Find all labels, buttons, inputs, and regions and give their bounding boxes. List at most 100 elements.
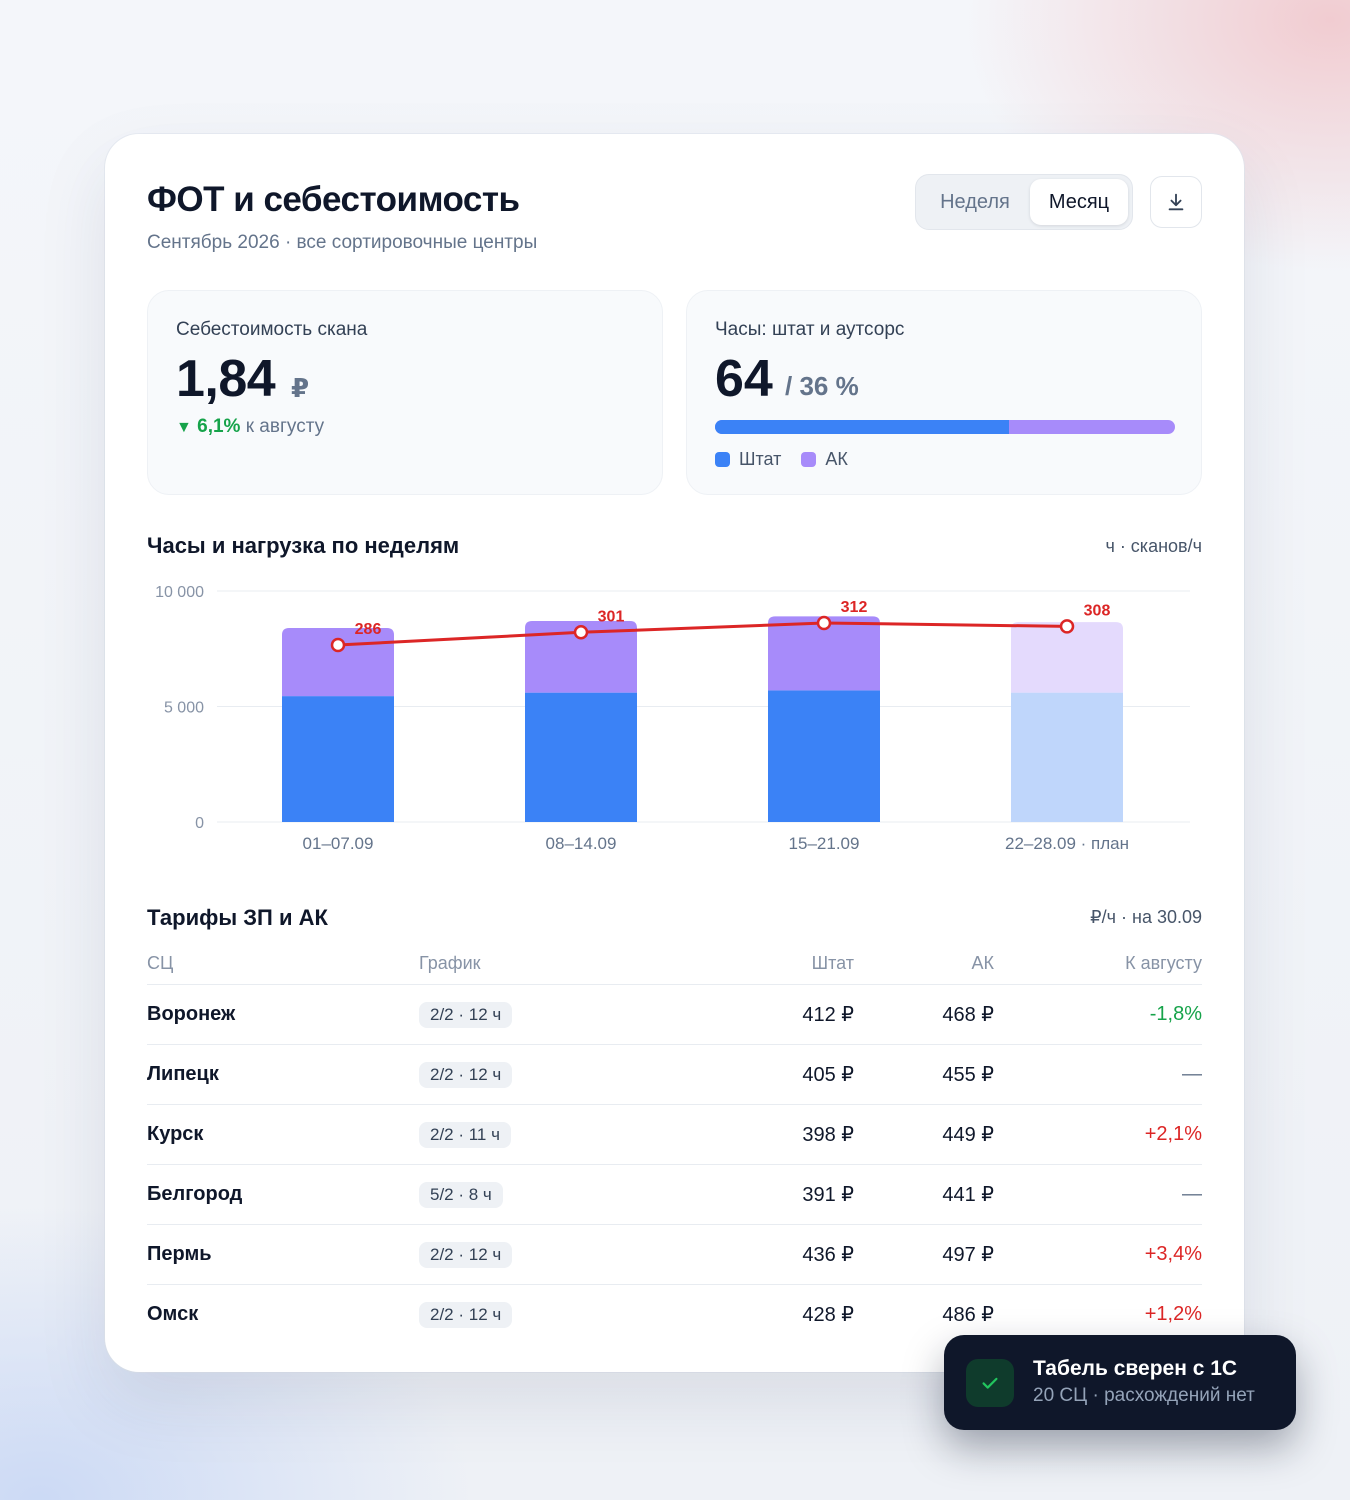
- hours-staff-share: 64: [715, 350, 773, 408]
- row-city: Белгород: [147, 1164, 419, 1225]
- col-header-staff: Штат: [699, 942, 854, 985]
- weekly-chart-title: Часы и нагрузка по неделям: [147, 533, 460, 558]
- schedule-chip: 2/2 · 12 ч: [419, 1061, 513, 1088]
- row-staff-rate: 405 ₽: [699, 1044, 854, 1105]
- line-data-label: 301: [598, 608, 625, 625]
- hours-split-label: Часы: штат и аутсорс: [715, 319, 905, 340]
- bar-ak: [525, 621, 637, 693]
- row-staff-rate: 398 ₽: [699, 1104, 854, 1165]
- row-ak-rate: 449 ₽: [854, 1104, 994, 1165]
- y-tick-label: 0: [195, 815, 204, 832]
- period-switch: Неделя Месяц: [915, 174, 1133, 230]
- x-tick-label: 22–28.09 · план: [1005, 834, 1129, 853]
- page-subtitle: Сентябрь 2026 · все сортировочные центры: [147, 232, 538, 253]
- hours-split-kpi: Часы: штат и аутсорс 64 / 36 % Штат АК: [686, 290, 1202, 495]
- toast-title: Табель сверен с 1С: [1033, 1357, 1238, 1380]
- line-point: [1059, 619, 1075, 634]
- row-staff-rate: 412 ₽: [699, 984, 854, 1045]
- row-ak-rate: 497 ₽: [854, 1224, 994, 1285]
- period-week-button[interactable]: Неделя: [940, 191, 1010, 213]
- line-point: [816, 615, 832, 631]
- tariffs-header-row: СЦ График Штат АК К августу: [147, 942, 1202, 985]
- line-data-label: 286: [355, 621, 382, 638]
- row-staff-rate: 428 ₽: [802, 1304, 854, 1326]
- row-ak-rate: 486 ₽: [942, 1304, 994, 1326]
- table-row[interactable]: Белгород 5/2 · 8 ч 391 ₽ 441 ₽ —: [147, 1164, 1202, 1225]
- col-header-schedule: График: [419, 942, 699, 985]
- row-city: Курск: [147, 1104, 419, 1165]
- row-schedule-cell: 2/2 · 12 ч: [419, 1224, 699, 1285]
- row-schedule-cell: 2/2 · 12 ч: [419, 984, 699, 1045]
- scan-cost-delta: ▼ 6,1% к августу: [176, 416, 324, 438]
- row-schedule-cell: 2/2 · 11 ч: [419, 1104, 699, 1165]
- legend-staff-label: Штат: [739, 449, 782, 469]
- line-point: [330, 637, 346, 653]
- scan-cost-label: Себестоимость скана: [176, 319, 368, 340]
- scan-cost-kpi: Себестоимость скана 1,84 ₽ ▼ 6,1% к авгу…: [147, 290, 663, 495]
- tariffs-unit: ₽/ч · на 30.09: [1090, 907, 1202, 927]
- legend-staff: Штат: [715, 449, 781, 470]
- row-change: +2,1%: [994, 1104, 1202, 1165]
- hours-staff-fill: [715, 420, 1010, 434]
- scan-cost-delta-text: к августу: [245, 416, 325, 437]
- check-icon: [982, 1377, 998, 1389]
- line-point: [573, 625, 589, 640]
- bar-staff: [525, 692, 637, 822]
- legend-ak-swatch: [801, 452, 817, 467]
- row-staff-rate: 391 ₽: [699, 1164, 854, 1225]
- row-city: Пермь: [147, 1224, 419, 1285]
- table-row[interactable]: Курск 2/2 · 11 ч 398 ₽ 449 ₽ +2,1%: [147, 1104, 1202, 1165]
- payroll-cost-card: ФОТ и себестоимость Сентябрь 2026 · все …: [105, 134, 1244, 1372]
- triangle-down-icon: ▼: [176, 419, 192, 436]
- schedule-chip: 5/2 · 8 ч: [419, 1181, 503, 1208]
- schedule-chip: 2/2 · 12 ч: [419, 1301, 513, 1328]
- row-ak-rate: 455 ₽: [854, 1044, 994, 1105]
- table-row[interactable]: Пермь 2/2 · 12 ч 436 ₽ 497 ₽ +3,4%: [147, 1224, 1202, 1285]
- download-icon: [1168, 193, 1184, 211]
- legend-staff-swatch: [715, 452, 730, 467]
- row-change: —: [994, 1044, 1202, 1105]
- y-tick-label: 5 000: [164, 700, 204, 717]
- schedule-chip: 2/2 · 12 ч: [419, 1001, 513, 1028]
- toast-icon-badge: [966, 1359, 1014, 1407]
- row-city: Омск: [147, 1303, 199, 1325]
- y-tick-label: 10 000: [155, 584, 204, 601]
- line-data-label: 312: [841, 599, 868, 616]
- row-change: +1,2%: [1144, 1303, 1202, 1325]
- tariffs-title: Тарифы ЗП и АК: [147, 905, 328, 930]
- tariffs-table: СЦ График Штат АК К августу Воронеж 2/2 …: [147, 942, 1202, 1344]
- period-month-button[interactable]: Месяц: [1030, 179, 1128, 225]
- sync-toast[interactable]: Табель сверен с 1С 20 СЦ · расхождений н…: [944, 1335, 1296, 1430]
- bar-ak: [1011, 622, 1123, 693]
- col-header-change: К августу: [994, 942, 1202, 985]
- x-tick-label: 08–14.09: [546, 834, 617, 853]
- line-series: [337, 621, 1068, 647]
- weekly-hours-chart: 10 000 5 000 0 01–07.09 08–14.09 15–21.09 22–2…: [155, 584, 1190, 853]
- schedule-chip: 2/2 · 12 ч: [419, 1241, 513, 1268]
- table-row[interactable]: Омск 2/2 · 12 ч 428 ₽ 486 ₽ +1,2%: [147, 1285, 1202, 1345]
- row-staff-rate: 436 ₽: [699, 1224, 854, 1285]
- line-data-label: 308: [1084, 602, 1111, 619]
- hours-outsource-share: / 36 %: [785, 371, 859, 401]
- download-button[interactable]: [1150, 176, 1202, 228]
- schedule-chip: 2/2 · 11 ч: [419, 1121, 511, 1148]
- bar-ak: [768, 616, 880, 691]
- col-header-center: СЦ: [147, 942, 419, 985]
- row-change: -1,8%: [994, 984, 1202, 1045]
- page-title: ФОТ и себестоимость: [147, 180, 520, 219]
- row-city: Воронеж: [147, 984, 419, 1045]
- table-row[interactable]: Липецк 2/2 · 12 ч 405 ₽ 455 ₽ —: [147, 1044, 1202, 1105]
- legend-ak: АК: [801, 449, 848, 470]
- toast-subtitle: 20 СЦ · расхождений нет: [1033, 1385, 1255, 1406]
- legend-ak-label: АК: [825, 449, 848, 469]
- col-header-ak: АК: [854, 942, 994, 985]
- bar-staff: [282, 696, 394, 822]
- row-schedule-cell: 2/2 · 12 ч: [419, 1285, 699, 1345]
- row-change: +3,4%: [994, 1224, 1202, 1285]
- bar-staff: [1011, 692, 1123, 822]
- x-tick-label: 01–07.09: [303, 834, 374, 853]
- table-row[interactable]: Воронеж 2/2 · 12 ч 412 ₽ 468 ₽ -1,8%: [147, 984, 1202, 1045]
- hours-legend: Штат АК: [715, 449, 848, 470]
- scan-cost-unit: ₽: [291, 373, 310, 403]
- row-schedule-cell: 5/2 · 8 ч: [419, 1164, 699, 1225]
